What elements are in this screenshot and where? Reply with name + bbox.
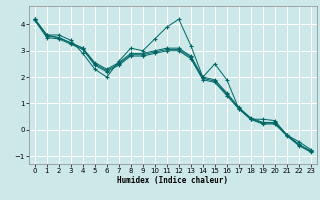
X-axis label: Humidex (Indice chaleur): Humidex (Indice chaleur) (117, 176, 228, 185)
